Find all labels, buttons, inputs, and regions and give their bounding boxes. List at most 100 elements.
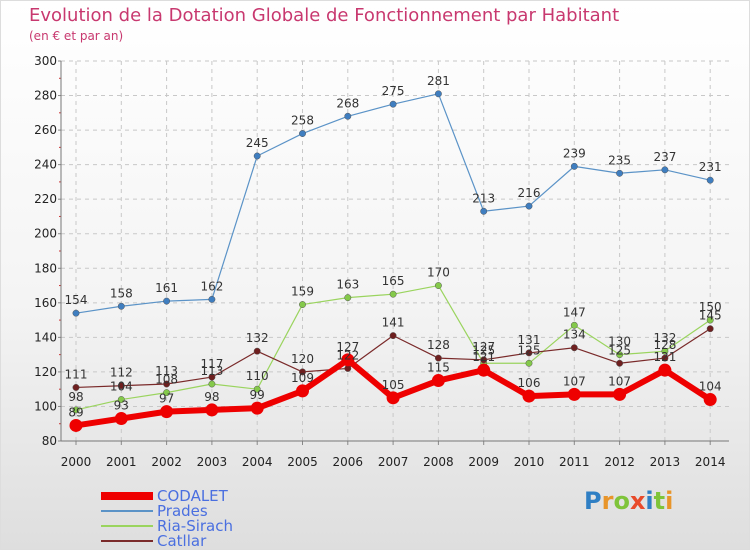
data-label-ria-sirach: 159 — [291, 285, 314, 299]
x-tick-label: 2007 — [378, 455, 409, 469]
data-label-catllar: 128 — [653, 338, 676, 352]
x-tick-label: 2008 — [423, 455, 454, 469]
data-point-catllar — [163, 380, 171, 388]
data-point-prades — [480, 207, 488, 215]
legend-label: Ria-Sirach — [157, 517, 233, 535]
data-label-ria-sirach: 108 — [155, 373, 178, 387]
data-point-catllar — [117, 382, 125, 390]
data-label-prades: 237 — [653, 150, 676, 164]
y-tick-label: 140 — [34, 330, 57, 344]
data-point-codalet — [703, 393, 717, 407]
data-label-codalet: 89 — [68, 405, 83, 419]
x-tick-label: 2003 — [197, 455, 228, 469]
chart-subtitle: (en € et par an) — [29, 29, 124, 43]
data-point-ria-sirach — [570, 321, 578, 329]
x-tick-label: 2005 — [287, 455, 318, 469]
data-label-codalet: 93 — [114, 399, 129, 413]
data-point-ria-sirach — [706, 316, 714, 324]
x-tick-label: 2009 — [468, 455, 499, 469]
logo-letter: P — [584, 487, 602, 515]
data-label-layer: 154 158 161 162 245 258 268 275 281 213 216 239 235 2… — [65, 74, 722, 420]
data-point-ria-sirach — [208, 380, 216, 388]
data-label-prades: 154 — [65, 293, 88, 307]
data-label-catllar: 122 — [336, 348, 359, 362]
x-tick-label: 2013 — [650, 455, 681, 469]
data-point-ria-sirach — [299, 301, 306, 308]
data-label-catllar: 132 — [246, 331, 269, 345]
y-tick-label: 240 — [34, 158, 57, 172]
data-point-prades — [72, 309, 80, 317]
data-point-catllar — [434, 354, 442, 362]
data-point-prades — [253, 152, 261, 160]
x-tick-label: 2006 — [333, 455, 364, 469]
data-point-codalet — [205, 403, 219, 417]
logo-letter: r — [601, 487, 614, 515]
data-point-ria-sirach — [163, 389, 171, 397]
data-label-catllar: 127 — [472, 340, 495, 354]
data-label-prades: 239 — [563, 146, 586, 160]
data-label-codalet: 104 — [699, 380, 722, 394]
data-label-codalet: 98 — [204, 390, 219, 404]
data-label-ria-sirach: 125 — [518, 343, 541, 357]
x-tick-label: 2002 — [151, 455, 182, 469]
data-label-prades: 235 — [608, 153, 631, 167]
data-label-ria-sirach: 110 — [246, 369, 269, 383]
logo-letter: i — [665, 487, 674, 515]
data-point-ria-sirach — [253, 385, 261, 393]
data-label-codalet: 115 — [427, 361, 450, 375]
data-label-ria-sirach: 150 — [699, 300, 722, 314]
data-point-codalet — [114, 412, 128, 426]
data-point-codalet — [567, 387, 581, 401]
x-tick-label: 2012 — [604, 455, 635, 469]
data-point-ria-sirach — [389, 290, 397, 298]
data-label-codalet: 121 — [653, 350, 676, 364]
data-label-prades: 268 — [336, 96, 359, 110]
data-label-ria-sirach: 130 — [608, 335, 631, 349]
y-tick-label: 180 — [34, 261, 57, 275]
data-point-catllar — [208, 373, 216, 381]
x-tick-label: 2000 — [61, 455, 92, 469]
data-point-codalet — [477, 363, 491, 377]
legend-label: CODALET — [157, 487, 228, 505]
data-point-codalet — [613, 387, 627, 401]
data-label-ria-sirach: 98 — [68, 390, 83, 404]
data-point-prades — [208, 295, 216, 303]
data-point-codalet — [431, 374, 445, 388]
data-point-catllar — [706, 325, 714, 333]
data-point-prades — [570, 162, 578, 170]
data-point-codalet — [341, 353, 355, 367]
x-tick-label: 2010 — [514, 455, 545, 469]
data-point-prades — [661, 166, 669, 174]
data-point-codalet — [658, 363, 672, 377]
y-tick-label: 300 — [34, 54, 57, 68]
data-label-catllar: 134 — [563, 328, 586, 342]
data-label-prades: 245 — [246, 136, 269, 150]
legend-label: Prades — [157, 502, 208, 520]
data-label-catllar: 141 — [382, 316, 405, 330]
data-label-prades: 158 — [110, 286, 133, 300]
data-label-codalet: 127 — [336, 340, 359, 354]
data-point-prades — [706, 176, 714, 184]
data-point-codalet — [522, 389, 536, 403]
data-label-catllar: 128 — [427, 338, 450, 352]
data-point-ria-sirach — [434, 282, 442, 289]
logo-letter: x — [629, 487, 646, 515]
data-label-codalet: 106 — [518, 376, 541, 390]
data-point-ria-sirach — [344, 294, 352, 302]
data-point-ria-sirach — [72, 406, 80, 414]
data-label-prades: 216 — [518, 186, 541, 200]
y-tick-label: 200 — [34, 227, 57, 241]
data-label-prades: 162 — [200, 279, 223, 293]
legend-swatch — [101, 525, 153, 527]
data-label-codalet: 99 — [250, 388, 265, 402]
data-point-ria-sirach — [661, 347, 669, 355]
data-point-catllar — [253, 347, 261, 355]
data-label-ria-sirach: 163 — [336, 278, 359, 292]
logo-letter: i — [645, 487, 654, 515]
data-point-catllar — [661, 354, 669, 362]
data-point-prades — [117, 302, 125, 310]
legend-swatch — [101, 492, 153, 500]
data-point-catllar — [570, 344, 578, 352]
data-label-catllar: 120 — [291, 352, 314, 366]
